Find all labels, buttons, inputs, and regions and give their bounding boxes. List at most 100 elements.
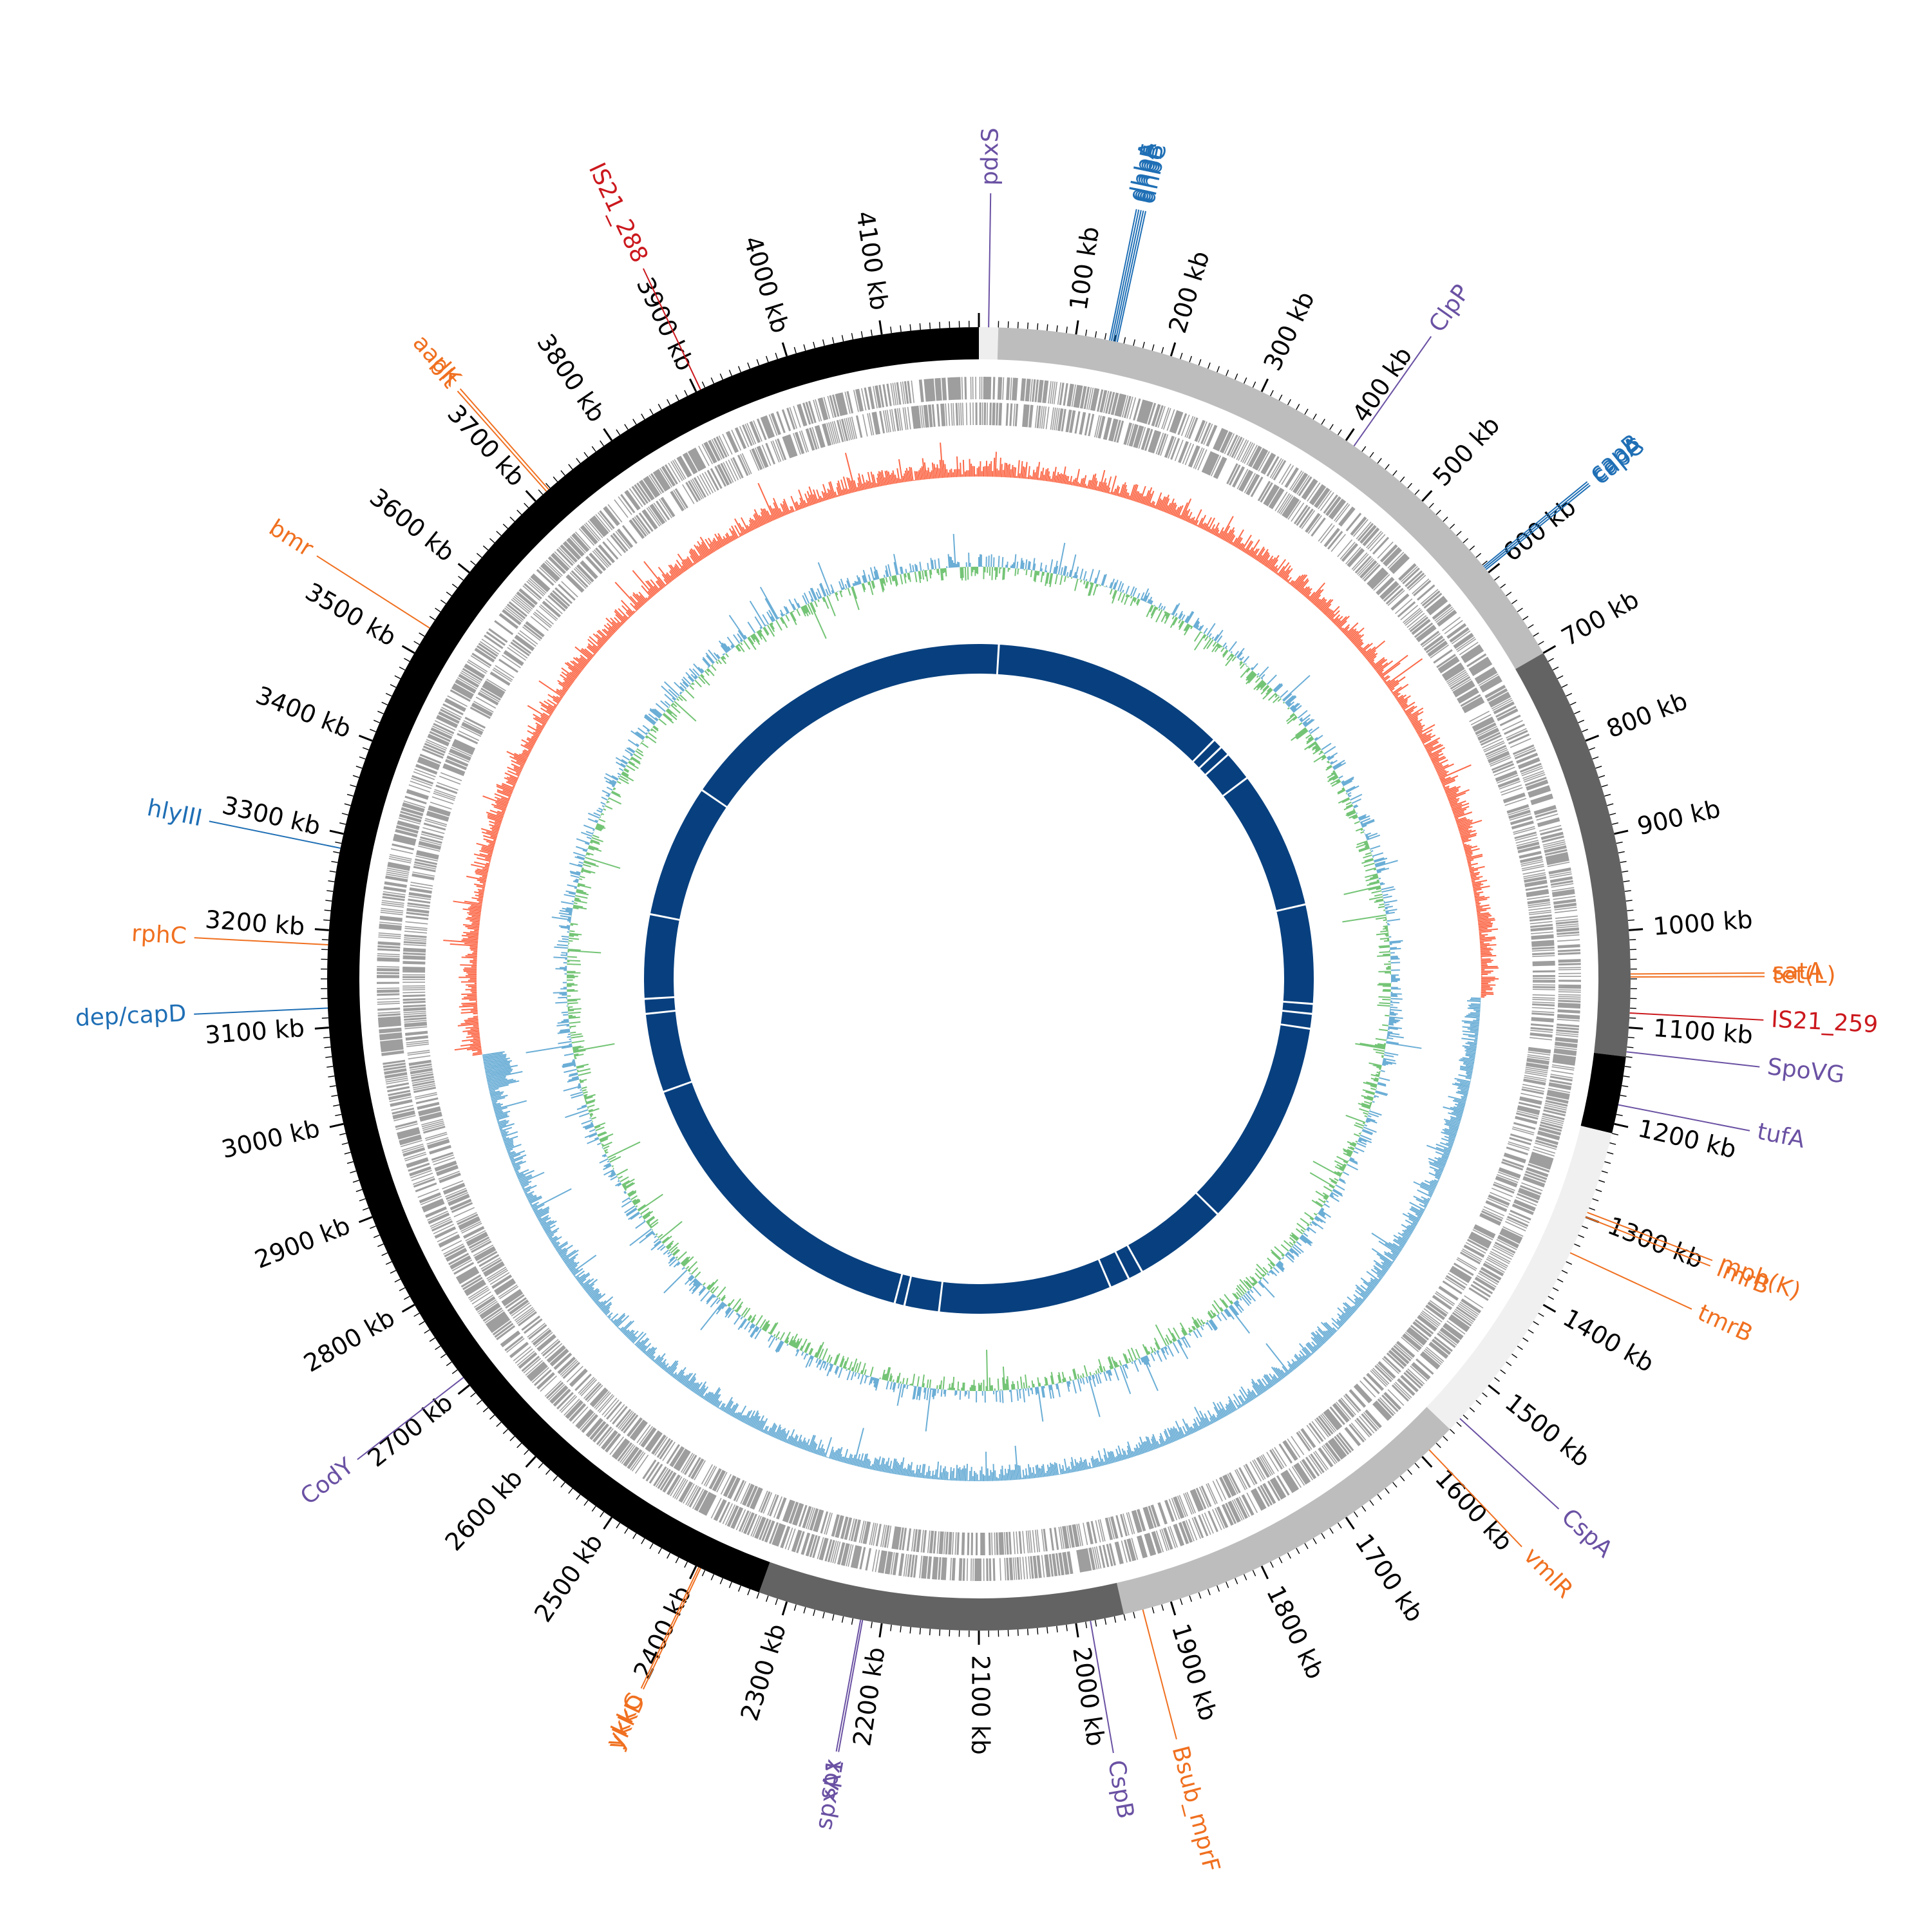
position-tick-label: 600 kb (1498, 493, 1582, 567)
minor-tick (1627, 1037, 1634, 1039)
minor-tick (413, 641, 420, 645)
minor-tick (1561, 1270, 1568, 1274)
minor-tick (1627, 1046, 1634, 1048)
major-tick (329, 829, 344, 835)
major-tick (314, 928, 329, 931)
minor-tick (1270, 390, 1274, 397)
gene-leader-line (640, 1567, 699, 1689)
minor-tick (813, 1609, 816, 1616)
minor-tick (325, 900, 332, 902)
minor-tick (841, 1616, 844, 1623)
major-tick (1421, 1455, 1433, 1468)
minor-tick (929, 1629, 931, 1636)
minor-tick (524, 1449, 529, 1455)
minor-tick (339, 822, 346, 825)
minor-tick (429, 616, 435, 621)
identity-gap (1198, 746, 1223, 770)
major-tick (603, 1517, 613, 1530)
minor-tick (793, 346, 797, 354)
position-tick-label: 1500 kb (1500, 1388, 1596, 1473)
minor-tick (331, 860, 338, 863)
minor-tick (1304, 1543, 1309, 1549)
gene-leader-line (1630, 976, 1765, 978)
minor-tick (766, 355, 769, 363)
position-tick-label: 700 kb (1557, 585, 1643, 651)
gene-leader-line (1630, 972, 1765, 975)
minor-tick (870, 1622, 873, 1629)
minor-tick (909, 324, 911, 331)
major-tick (525, 490, 536, 502)
contig-segment (997, 327, 1544, 669)
minor-tick (1095, 331, 1097, 338)
minor-tick (1463, 538, 1468, 544)
position-tick-label: 3500 kb (301, 577, 401, 652)
minor-tick (1392, 1482, 1397, 1488)
minor-tick (489, 538, 495, 544)
major-tick (1075, 320, 1079, 335)
minor-tick (333, 1104, 340, 1107)
gc-skew-negative (567, 567, 1391, 1392)
minor-tick (641, 413, 645, 420)
minor-tick (350, 784, 357, 788)
gene-leader-line (357, 1377, 464, 1461)
major-tick (1585, 734, 1600, 742)
minor-tick (1569, 701, 1577, 706)
minor-tick (1629, 1017, 1636, 1019)
contig-segment (759, 1562, 1124, 1631)
position-tick-label: 2500 kb (529, 1529, 609, 1627)
identity-gap (1274, 903, 1307, 913)
minor-tick (1469, 1407, 1475, 1412)
minor-tick (1037, 1627, 1039, 1634)
minor-tick (333, 851, 340, 854)
minor-tick (451, 583, 458, 589)
minor-tick (344, 1151, 351, 1155)
major-tick (689, 378, 697, 392)
minor-tick (684, 390, 688, 397)
major-tick (314, 1027, 329, 1030)
minor-tick (328, 1075, 335, 1078)
minor-tick (747, 1589, 751, 1596)
minor-tick (496, 531, 502, 536)
identity-gap (700, 788, 728, 809)
gene-leader-line (1484, 483, 1589, 569)
gene-label: rphC (131, 920, 187, 949)
position-tick-label: 3300 kb (220, 791, 323, 840)
minor-tick (1494, 576, 1500, 581)
position-tick-label: 1200 kb (1635, 1114, 1739, 1164)
minor-tick (1385, 1488, 1390, 1494)
minor-tick (1095, 1620, 1097, 1627)
position-tick-label: 3700 kb (442, 399, 531, 491)
minor-tick (435, 1345, 441, 1350)
minor-tick (1623, 1075, 1630, 1078)
minor-tick (1627, 909, 1634, 911)
minor-tick (496, 1421, 502, 1427)
major-tick (1260, 1566, 1269, 1580)
minor-tick (1369, 1500, 1374, 1506)
identity-gap (1279, 1023, 1312, 1030)
minor-tick (341, 813, 348, 816)
minor-tick (860, 331, 863, 338)
gene-label: bmr (264, 515, 318, 562)
gene-leader-line (1618, 1104, 1750, 1132)
minor-tick (458, 576, 464, 581)
minor-tick (710, 1574, 715, 1580)
minor-tick (1561, 684, 1568, 688)
position-tick-label: 3000 kb (219, 1114, 323, 1164)
gene-leader-line (1428, 1449, 1522, 1548)
minor-tick (641, 1538, 645, 1544)
position-tick-label: 2200 kb (848, 1645, 891, 1748)
minor-tick (1399, 476, 1405, 482)
minor-tick (399, 1287, 406, 1291)
minor-tick (1538, 641, 1544, 645)
minor-tick (1161, 1604, 1164, 1611)
minor-tick (482, 545, 489, 551)
gene-leader-line (1112, 210, 1142, 342)
identity-gap (1282, 1000, 1314, 1005)
minor-tick (1522, 1337, 1529, 1342)
gene-leader-line (1114, 210, 1144, 342)
minor-tick (1337, 1522, 1342, 1529)
minor-tick (1598, 775, 1605, 778)
minor-tick (553, 476, 558, 482)
minor-tick (1151, 344, 1155, 351)
minor-tick (1506, 1361, 1512, 1367)
